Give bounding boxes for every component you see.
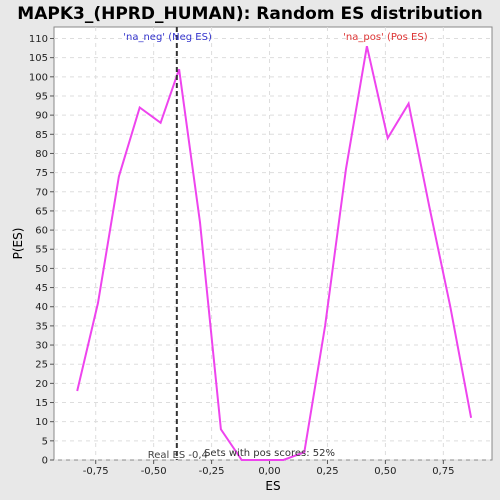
- y-tick-label: 35: [35, 321, 48, 332]
- grid: [54, 27, 492, 461]
- y-tick-label: 55: [35, 245, 48, 256]
- x-tick-label: 0,25: [316, 466, 338, 477]
- y-tick-label: 90: [35, 111, 48, 122]
- x-axis-label: ES: [265, 479, 280, 493]
- y-tick-label: 60: [35, 226, 48, 237]
- y-tick-label: 0: [42, 456, 48, 467]
- x-tick-label: -0,25: [199, 466, 225, 477]
- x-tick-label: -0,75: [83, 466, 109, 477]
- y-tick-label: 70: [35, 187, 48, 198]
- y-tick-label: 80: [35, 149, 48, 160]
- x-tick-label: 0,00: [258, 466, 280, 477]
- pos-scores-label: Sets with pos scores: 52%: [204, 448, 335, 459]
- y-axis-ticks: 0 5 10 15 20 25 30 35 40 45 50 55 60 65 70 75 80 85 90 95 10…: [29, 34, 54, 467]
- y-tick-label: 25: [35, 360, 48, 371]
- y-axis-label: P(ES): [11, 228, 25, 260]
- x-tick-label: -0,50: [141, 466, 167, 477]
- y-tick-label: 50: [35, 264, 48, 275]
- y-tick-label: 40: [35, 302, 48, 313]
- chart-title: MAPK3_(HPRD_HUMAN): Random ES distributi…: [17, 4, 482, 24]
- y-tick-label: 10: [35, 417, 48, 428]
- y-tick-label: 100: [29, 72, 48, 83]
- y-tick-label: 65: [35, 206, 48, 217]
- y-tick-label: 15: [35, 398, 48, 409]
- y-tick-label: 5: [42, 436, 48, 447]
- x-tick-label: 0,50: [374, 466, 396, 477]
- y-tick-label: 110: [29, 34, 48, 45]
- real-es-label: Real ES -0,4: [148, 450, 208, 461]
- y-tick-label: 30: [35, 341, 48, 352]
- neg-es-label: 'na_neg' (Neg ES): [123, 32, 212, 43]
- y-tick-label: 20: [35, 379, 48, 390]
- y-tick-label: 75: [35, 168, 48, 179]
- x-tick-label: 0,75: [432, 466, 454, 477]
- pos-es-label: 'na_pos' (Pos ES): [343, 32, 428, 43]
- series-line: [76, 45, 473, 461]
- x-axis-ticks: -0,75 -0,50 -0,25 0,00 0,25 0,50 0,75: [83, 460, 454, 477]
- y-tick-label: 95: [35, 91, 48, 102]
- plot-area: [53, 26, 493, 461]
- y-tick-label: 85: [35, 130, 48, 141]
- y-tick-label: 45: [35, 283, 48, 294]
- y-tick-label: 105: [29, 53, 48, 64]
